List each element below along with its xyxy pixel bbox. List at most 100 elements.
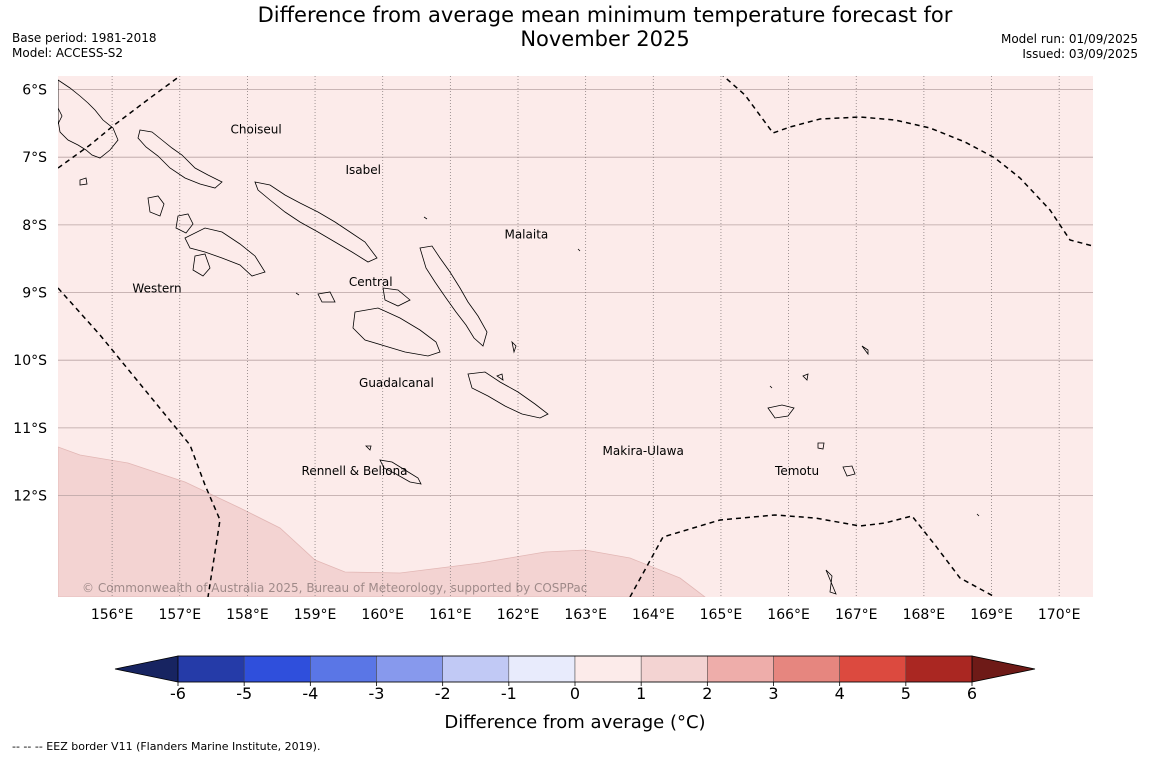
warm-anomaly-region (58, 446, 706, 597)
utupua-coast (817, 442, 825, 450)
guadalcanal-coast (352, 307, 441, 357)
rendova-coast (192, 253, 211, 277)
colorbar-extend-high (971, 655, 1036, 683)
province-label: Choiseul (231, 123, 282, 137)
title-line-2: November 2025 (520, 27, 690, 51)
model-name: Model: ACCESS-S2 (12, 46, 124, 60)
model-info: Base period: 1981-2018 Model: ACCESS-S2 (12, 31, 157, 61)
colorbar-tick-label: -2 (435, 684, 451, 703)
lon-tick-label: 161°E (429, 607, 472, 623)
colorbar-tick-label: -1 (501, 684, 517, 703)
colorbar-segment (310, 655, 377, 683)
run-info: Model run: 01/09/2025 Issued: 03/09/2025 (1001, 32, 1138, 62)
lon-tick-label: 163°E (564, 607, 607, 623)
colorbar-tick-label: 2 (702, 684, 712, 703)
lon-tick-label: 160°E (361, 607, 404, 623)
map-title: Difference from average mean minimum tem… (200, 3, 1010, 51)
lon-tick-label: 164°E (632, 607, 675, 623)
malaita-coast (419, 245, 488, 347)
colorbar-segment (905, 655, 973, 683)
new-georgia-coast (184, 227, 266, 277)
lon-tick-label: 162°E (497, 607, 540, 623)
longitude-labels: 156°E 157°E 158°E 159°E 160°E 161°E 162°E 163°E… (91, 607, 1081, 623)
colorbar-segment (773, 655, 840, 683)
colorbar-tick-label: 1 (636, 684, 646, 703)
sikaiana-coast (577, 248, 581, 252)
colorbar-segment (574, 655, 642, 683)
lat-tick-label: 9°S (22, 286, 47, 302)
small-island-coast (769, 385, 773, 389)
copyright-notice: © Commonwealth of Australia 2025, Bureau… (82, 581, 587, 595)
ulawa-coast (496, 373, 504, 381)
colorbar-segment (640, 655, 708, 683)
bellona-coast (365, 445, 372, 451)
eez-border-png-north (58, 76, 181, 169)
rennell-coast (379, 459, 422, 485)
province-label: Makira-Ulawa (603, 444, 684, 458)
lon-tick-label: 170°E (1038, 607, 1081, 623)
colorbar-tick-label: -4 (302, 684, 318, 703)
colorbar-tick-label: 4 (835, 684, 845, 703)
buka-coast (58, 107, 63, 125)
tikopia-coast (825, 569, 837, 595)
colorbar-segment (177, 655, 245, 683)
south-malaita-coast (511, 340, 517, 354)
province-label: Malaita (504, 227, 548, 241)
savo-coast (295, 292, 300, 296)
ontong-java-coast (423, 216, 428, 220)
lon-tick-label: 167°E (835, 607, 878, 623)
choiseul-coast (137, 129, 223, 189)
province-label: Rennell & Bellona (302, 464, 408, 478)
lat-tick-label: 12°S (13, 489, 47, 505)
lon-tick-label: 159°E (294, 607, 337, 623)
isabel-coast (254, 181, 378, 263)
vella-lavella-coast (147, 195, 165, 217)
colorbar-label: Difference from average (°C) (444, 712, 705, 733)
lat-tick-label: 11°S (13, 421, 47, 437)
colorbar-tick-label: -3 (369, 684, 385, 703)
coastlines (58, 79, 980, 595)
shortland-island-coast (79, 177, 88, 186)
graticule (58, 76, 1093, 597)
makira-coast (467, 371, 549, 419)
santa-cruz-coast (767, 404, 795, 419)
base-period: Base period: 1981-2018 (12, 31, 157, 45)
province-label: Temotu (774, 464, 819, 478)
colorbar-segment (839, 655, 907, 683)
vanikoro-coast (842, 465, 856, 477)
lat-tick-label: 8°S (22, 218, 47, 234)
title-line-1: Difference from average mean minimum tem… (257, 3, 953, 27)
colorbar-segment (376, 655, 443, 683)
colorbar-segment (442, 655, 510, 683)
colorbar-tick-label: -6 (170, 684, 186, 703)
anuta-coast (976, 513, 980, 517)
model-run-date: Model run: 01/09/2025 (1000, 32, 1138, 46)
province-label: Western (132, 282, 181, 296)
eez-border-tuvalu (722, 76, 1093, 247)
lon-tick-label: 166°E (767, 607, 810, 623)
lat-tick-label: 7°S (22, 150, 47, 166)
colorbar-tick-label: 3 (768, 684, 778, 703)
colorbar-segment (243, 655, 311, 683)
eez-borders (58, 76, 1093, 597)
bougainville-coast (58, 79, 119, 159)
kolombangara-coast (175, 213, 194, 234)
province-labels: Choiseul Isabel Malaita Western Central Guada… (132, 123, 819, 479)
lon-tick-label: 157°E (158, 607, 201, 623)
lon-tick-label: 169°E (970, 607, 1013, 623)
duff-islands-coast (861, 345, 869, 356)
colorbar-tick-label: -5 (236, 684, 252, 703)
lat-tick-label: 10°S (13, 353, 47, 369)
colorbar-segment (508, 655, 576, 683)
colorbar-tick-label: 0 (570, 684, 580, 703)
colorbar-tick-label: 5 (901, 684, 911, 703)
eez-border-vanuatu (629, 514, 996, 597)
province-label: Guadalcanal (359, 376, 434, 390)
russell-islands-coast (317, 291, 336, 303)
lon-tick-label: 158°E (226, 607, 269, 623)
reef-islands-coast (802, 373, 809, 381)
latitude-labels: 6°S 7°S 8°S 9°S 10°S 11°S 12°S (13, 83, 47, 505)
colorbar-extend-low (114, 655, 179, 683)
province-label: Isabel (346, 163, 381, 177)
